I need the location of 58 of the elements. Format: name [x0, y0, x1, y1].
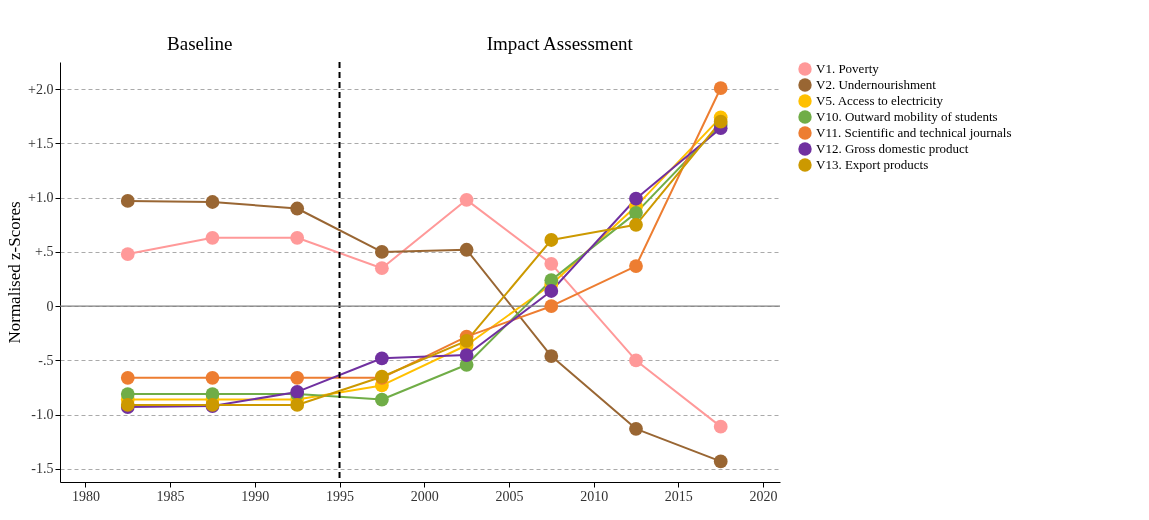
y-tick-label: -1.5	[31, 461, 54, 477]
x-tick-label: 2010	[580, 488, 609, 504]
point	[205, 230, 220, 245]
point	[713, 114, 728, 129]
point	[459, 334, 474, 348]
point	[120, 247, 135, 261]
point	[459, 192, 474, 207]
x-tick-label: 1990	[241, 488, 270, 504]
point	[713, 81, 728, 95]
y-tick-label: +1.5	[28, 135, 54, 151]
point	[459, 348, 474, 362]
point	[629, 205, 643, 220]
point	[629, 217, 643, 232]
point	[374, 392, 389, 407]
x-tick-label: 2020	[749, 488, 778, 504]
point	[374, 245, 389, 259]
point	[290, 230, 305, 245]
y-axis-title: Normalised z-Scores	[5, 201, 25, 344]
point	[544, 233, 559, 247]
legend-label: V10. Outward mobility of students	[816, 109, 998, 124]
point	[629, 259, 643, 273]
y-tick-label: -.5	[38, 352, 54, 368]
y-tick-label: -1.0	[31, 407, 54, 423]
y-tick-label: +2.0	[28, 81, 54, 97]
point	[205, 195, 220, 209]
legend-label: V13. Export products	[816, 157, 929, 172]
point	[629, 353, 643, 368]
point	[205, 370, 220, 385]
x-tick-label: 2005	[495, 488, 524, 504]
legend-label: V11. Scientific and technical journals	[816, 125, 1012, 140]
legend-label: V1. Poverty	[816, 61, 880, 76]
point	[290, 201, 305, 216]
point	[120, 194, 135, 208]
x-tick-label: 1995	[326, 488, 355, 504]
point	[713, 419, 728, 434]
x-tick-label: 1985	[156, 488, 185, 504]
point	[629, 191, 643, 206]
text: Impact Assessment	[486, 33, 634, 54]
point	[629, 421, 643, 436]
x-tick-label: 2000	[410, 488, 439, 504]
text: Baseline	[167, 33, 233, 54]
x-tick-label: 1980	[71, 488, 100, 504]
legend-label: V2. Undernourishment	[816, 77, 937, 92]
legend-label: V5. Access to electricity	[816, 93, 944, 108]
point	[120, 370, 135, 385]
point	[544, 256, 559, 271]
point	[544, 299, 559, 314]
point	[374, 351, 389, 366]
point	[544, 349, 559, 363]
y-tick-label: +1.0	[28, 190, 54, 206]
y-tick-label: 0	[46, 298, 54, 314]
point	[713, 454, 728, 469]
legend-label: V12. Gross domestic product	[816, 141, 969, 156]
point	[459, 242, 474, 257]
point	[374, 261, 389, 276]
x-tick-label: 2015	[664, 488, 693, 504]
y-tick-label: +.5	[35, 244, 54, 260]
point	[290, 370, 305, 385]
